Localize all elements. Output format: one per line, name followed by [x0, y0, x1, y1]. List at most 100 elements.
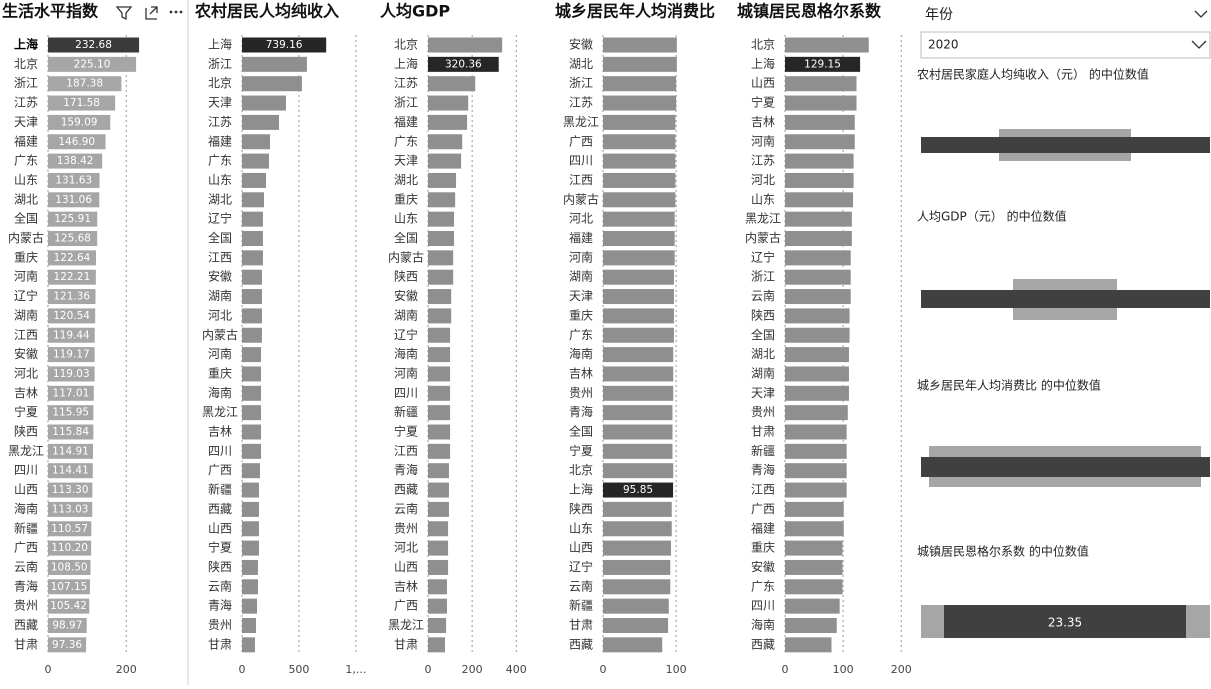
category-label: 西藏: [394, 483, 418, 497]
category-label: 青海: [569, 404, 593, 419]
bar: [603, 385, 674, 401]
value-label: 131.63: [55, 174, 92, 186]
dropdown-chevron[interactable]: [1191, 40, 1207, 49]
value-label: 125.91: [54, 213, 91, 225]
value-label: 113.03: [52, 503, 89, 515]
category-label: 北京: [751, 38, 775, 52]
bar: [48, 618, 87, 633]
chart-title: 农村居民人均纯收入: [194, 2, 339, 21]
bar: [428, 347, 451, 363]
bar: [603, 56, 677, 72]
bar: [428, 172, 457, 188]
bar: [428, 501, 449, 517]
category-label: 山东: [208, 173, 232, 187]
bar: [603, 289, 674, 305]
category-label: 湖北: [394, 172, 418, 187]
bar: [242, 540, 259, 556]
bar: [48, 134, 106, 150]
card-title: 人均GDP（元） 的中位数值: [917, 209, 1067, 224]
bar: [428, 579, 447, 595]
bar: [785, 289, 851, 305]
bar: [428, 37, 503, 53]
bar: [428, 463, 449, 479]
category-label: 四川: [208, 444, 232, 458]
category-label: 河南: [208, 346, 232, 361]
category-label: 广东: [208, 154, 232, 168]
category-label: 新疆: [208, 482, 232, 497]
slicer-chevron[interactable]: [1194, 10, 1208, 18]
category-label: 全国: [394, 230, 418, 245]
bar: [48, 95, 116, 111]
bar: [603, 37, 677, 53]
category-label: 青海: [208, 598, 232, 613]
bar: [242, 405, 262, 421]
x-tick-label: 1,...: [345, 663, 366, 676]
more-icon[interactable]: [169, 10, 183, 14]
category-label: 广东: [14, 154, 38, 168]
bar: [428, 95, 469, 111]
chart-title: 生活水平指数: [2, 2, 99, 21]
category-label: 安徽: [569, 37, 593, 52]
category-label: 辽宁: [14, 288, 38, 303]
x-tick-label: 0: [239, 663, 246, 676]
bar: [603, 366, 674, 382]
category-label: 湖北: [569, 56, 593, 71]
bar: [603, 211, 675, 227]
bar: [785, 172, 854, 188]
bar: [428, 250, 454, 266]
category-label: 北京: [394, 38, 418, 52]
bar: [242, 463, 260, 479]
category-label: 广西: [751, 502, 775, 516]
bar: [785, 424, 847, 440]
category-label: 贵州: [751, 405, 775, 419]
category-label: 甘肃: [208, 637, 232, 651]
focus-icon[interactable]: [145, 6, 158, 20]
slicer-value[interactable]: 2020: [928, 38, 959, 52]
category-label: 辽宁: [394, 327, 418, 342]
category-label: 内蒙古: [202, 327, 238, 342]
bar: [603, 443, 673, 459]
bar: [428, 385, 451, 401]
bar: [242, 618, 257, 633]
bar: [428, 424, 451, 440]
category-label: 云南: [14, 559, 38, 574]
category-label: 青海: [751, 462, 775, 477]
bar: [428, 521, 449, 537]
bar: [48, 37, 140, 53]
filter-icon[interactable]: [115, 6, 133, 21]
bar: [428, 637, 445, 653]
category-label: 福建: [751, 520, 775, 535]
bar: [48, 637, 87, 653]
category-label: 河北: [14, 366, 38, 380]
category-label: 广东: [394, 134, 418, 148]
category-label: 陕西: [569, 501, 593, 516]
category-label: 新疆: [569, 598, 593, 613]
category-label: 陕西: [208, 559, 232, 574]
bar: [785, 598, 840, 614]
value-label: 131.06: [55, 194, 92, 206]
category-label: 广西: [14, 541, 38, 555]
category-label: 甘肃: [751, 425, 775, 439]
value-label: 119.44: [53, 329, 90, 341]
slicer-dropdown[interactable]: [920, 31, 1211, 59]
category-label: 广东: [569, 328, 593, 342]
visual-icons[interactable]: [115, 6, 183, 21]
category-label: 吉林: [569, 366, 593, 380]
bar: [242, 76, 302, 92]
chart-title: 人均GDP: [380, 2, 450, 21]
bar: [428, 269, 454, 285]
bar: [48, 443, 93, 459]
bar: [603, 231, 675, 246]
category-label: 四川: [751, 599, 775, 613]
x-tick-label: 500: [288, 663, 309, 676]
value-label: 98.97: [52, 620, 82, 632]
bar: [603, 521, 672, 537]
bar: [48, 540, 92, 556]
bar: [48, 231, 98, 246]
value-label: 97.36: [52, 639, 82, 651]
bar: [603, 463, 674, 479]
bar: [785, 308, 850, 324]
bar: [785, 521, 844, 537]
category-label: 青海: [14, 578, 38, 593]
